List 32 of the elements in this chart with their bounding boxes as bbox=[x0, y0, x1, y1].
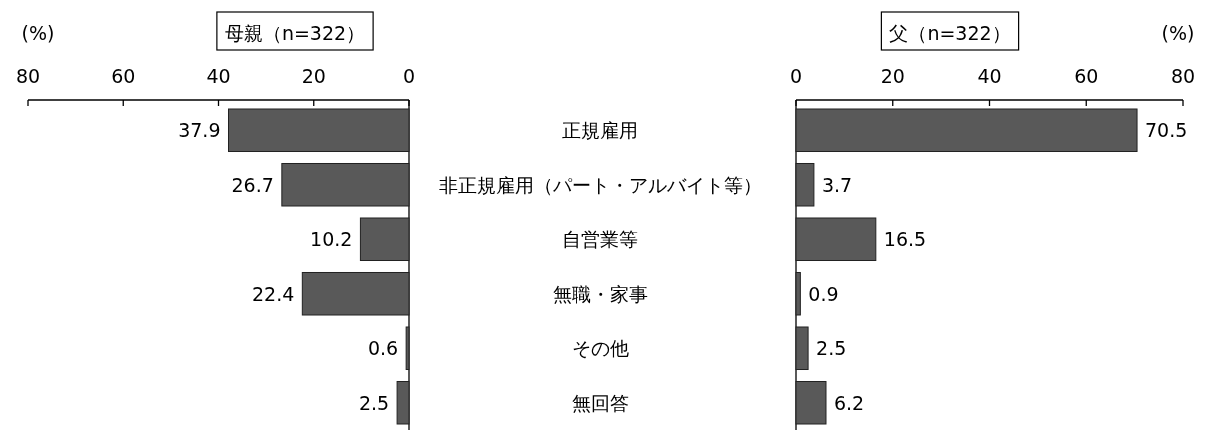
chart-title: 父（n=322） bbox=[889, 22, 1011, 44]
x-tick-label: 40 bbox=[977, 65, 1002, 87]
x-tick-label: 80 bbox=[15, 65, 41, 87]
x-tick-label: 20 bbox=[880, 65, 905, 87]
data-label: 26.7 bbox=[231, 173, 274, 196]
data-label: 3.7 bbox=[821, 173, 853, 196]
data-label: 16.5 bbox=[883, 228, 927, 251]
data-label: 2.5 bbox=[358, 391, 390, 414]
x-tick-label: 20 bbox=[301, 65, 326, 87]
data-label: 10.2 bbox=[310, 228, 353, 251]
x-tick-label: 0 bbox=[402, 65, 416, 87]
y-tick-label: 非正規雇用（パート・アルバイト等） bbox=[438, 173, 762, 196]
y-tick-label: 無回答 bbox=[571, 391, 629, 414]
data-label: 0.9 bbox=[808, 282, 839, 305]
chart-title: 母親（n=322） bbox=[224, 22, 366, 44]
x-tick-label: 80 bbox=[1170, 65, 1196, 87]
data-label: 37.9 bbox=[178, 119, 221, 142]
x-tick-label: 0 bbox=[789, 65, 803, 87]
y-tick-label: 無職・家事 bbox=[552, 282, 648, 305]
data-label: 2.5 bbox=[816, 337, 847, 360]
data-label: 70.5 bbox=[1145, 119, 1188, 142]
x-tick-label: 60 bbox=[111, 65, 136, 87]
y-tick-label: 正規雇用 bbox=[562, 119, 638, 142]
data-label: 0.6 bbox=[367, 337, 399, 360]
x-axis-title: (%) bbox=[21, 22, 55, 44]
data-label: 22.4 bbox=[252, 282, 295, 305]
data-label: 6.2 bbox=[833, 391, 865, 414]
x-axis-title: (%) bbox=[1161, 22, 1195, 44]
x-tick-label: 40 bbox=[206, 65, 231, 87]
y-tick-label: その他 bbox=[571, 337, 629, 360]
y-tick-label: 自営業等 bbox=[562, 228, 638, 251]
x-tick-label: 60 bbox=[1074, 65, 1099, 87]
